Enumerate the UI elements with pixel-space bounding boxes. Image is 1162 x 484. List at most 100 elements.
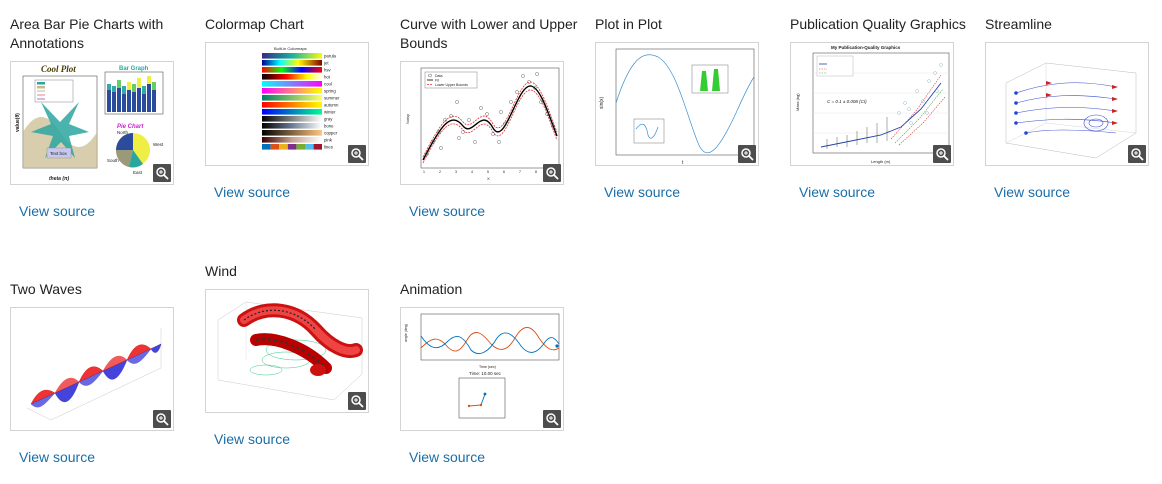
- svg-text:West: West: [153, 142, 164, 147]
- zoom-button[interactable]: [933, 145, 951, 163]
- view-source-link[interactable]: View source: [19, 203, 96, 219]
- svg-text:hsv: hsv: [324, 68, 332, 73]
- svg-text:7: 7: [519, 170, 521, 174]
- svg-text:6: 6: [503, 170, 505, 174]
- two-waves-figure: [26, 328, 162, 421]
- magnifier-icon: [1131, 148, 1144, 161]
- curve-bounds-figure: Data Fit Lower Upper Bounds Noisy 1 2 3 …: [405, 67, 560, 181]
- svg-text:cool: cool: [324, 82, 332, 87]
- svg-text:gray: gray: [324, 117, 333, 122]
- zoom-button[interactable]: [153, 164, 171, 182]
- svg-text:2: 2: [439, 170, 441, 174]
- svg-text:spring: spring: [324, 89, 336, 94]
- gallery-card-two-waves: Two Waves View source: [10, 280, 190, 465]
- svg-text:Noisy: Noisy: [405, 114, 410, 124]
- svg-text:North: North: [117, 130, 129, 135]
- svg-text:value(θ): value(θ): [15, 113, 21, 132]
- magnifier-icon: [351, 148, 364, 161]
- magnifier-icon: [156, 167, 169, 180]
- gallery-card-area-bar-pie: Area Bar Pie Charts with Annotations Coo…: [10, 15, 190, 219]
- wind-figure: [217, 301, 363, 401]
- card-title: Curve with Lower and Upper Bounds: [400, 16, 578, 51]
- view-source-link[interactable]: View source: [214, 184, 291, 200]
- card-title: Wind: [205, 263, 237, 279]
- view-source-link[interactable]: View source: [799, 184, 876, 200]
- svg-text:5: 5: [487, 170, 489, 174]
- thumbnail-area-bar-pie[interactable]: Cool Plot Text box value(θ) theta (π) Ba…: [10, 61, 174, 185]
- thumbnail-curve-bounds[interactable]: Data Fit Lower Upper Bounds Noisy 1 2 3 …: [400, 61, 564, 185]
- view-source-link[interactable]: View source: [604, 184, 681, 200]
- svg-text:1: 1: [423, 170, 425, 174]
- svg-text:parula: parula: [324, 54, 337, 59]
- card-title: Streamline: [985, 16, 1052, 32]
- svg-text:Text box: Text box: [50, 151, 68, 156]
- gallery-card-wind: Wind View source: [205, 262, 385, 447]
- svg-text:3: 3: [455, 170, 457, 174]
- svg-text:Pie Chart: Pie Chart: [117, 124, 144, 130]
- svg-text:angle (deg): angle (deg): [404, 324, 408, 342]
- view-source-link[interactable]: View source: [994, 184, 1071, 200]
- magnifier-icon: [741, 148, 754, 161]
- svg-text:autumn: autumn: [324, 103, 339, 108]
- card-title: Plot in Plot: [595, 16, 662, 32]
- thumbnail-publication-quality[interactable]: My Publication-Quality Graphics C = 0.1 …: [790, 42, 954, 166]
- svg-text:Time (sec): Time (sec): [479, 365, 496, 369]
- zoom-button[interactable]: [153, 410, 171, 428]
- svg-text:sin(x): sin(x): [599, 96, 605, 109]
- area-bar-pie-figure: Cool Plot Text box value(θ) theta (π) Ba…: [15, 64, 164, 182]
- svg-text:Lower Upper Bounds: Lower Upper Bounds: [435, 83, 468, 87]
- card-title: Animation: [400, 281, 463, 297]
- thumbnail-streamline[interactable]: [985, 42, 1149, 166]
- zoom-button[interactable]: [543, 410, 561, 428]
- card-title: Colormap Chart: [205, 16, 304, 32]
- zoom-button[interactable]: [348, 392, 366, 410]
- gallery-card-plot-in-plot: Plot in Plot sin(x) t View source: [595, 15, 775, 200]
- gallery-card-publication-quality: Publication Quality Graphics My Publicat…: [790, 15, 970, 200]
- svg-text:copper: copper: [324, 131, 338, 136]
- svg-text:summer: summer: [324, 96, 340, 101]
- zoom-button[interactable]: [1128, 145, 1146, 163]
- gallery-card-animation: Animation angle (deg) Time (sec) Time: 1…: [400, 280, 580, 465]
- gallery-card-streamline: Streamline View source: [985, 15, 1162, 200]
- svg-text:South: South: [107, 158, 119, 163]
- view-source-link[interactable]: View source: [409, 449, 486, 465]
- svg-text:t: t: [682, 160, 684, 166]
- magnifier-icon: [351, 395, 364, 408]
- gallery-card-colormap: Colormap Chart Built-in Colormaps: [205, 15, 385, 200]
- svg-text:pink: pink: [324, 138, 333, 143]
- zoom-button[interactable]: [738, 145, 756, 163]
- thumbnail-wind[interactable]: [205, 289, 369, 413]
- svg-text:8: 8: [535, 170, 537, 174]
- plot-in-plot-figure: sin(x) t: [599, 48, 755, 166]
- svg-text:X: X: [487, 176, 490, 181]
- colormap-figure: Built-in Colormaps: [262, 46, 340, 150]
- svg-text:Mass (kg): Mass (kg): [795, 93, 800, 111]
- svg-text:hot: hot: [324, 75, 331, 80]
- zoom-button[interactable]: [543, 164, 561, 182]
- thumbnail-plot-in-plot[interactable]: sin(x) t: [595, 42, 759, 166]
- svg-text:bone: bone: [324, 124, 334, 129]
- card-title: Publication Quality Graphics: [790, 16, 966, 32]
- thumbnail-colormap[interactable]: Built-in Colormaps: [205, 42, 369, 166]
- svg-text:jet: jet: [323, 61, 329, 66]
- svg-text:Data: Data: [435, 74, 442, 78]
- svg-text:4: 4: [471, 170, 473, 174]
- svg-text:Fit: Fit: [435, 79, 439, 83]
- magnifier-icon: [936, 148, 949, 161]
- card-title: Two Waves: [10, 281, 82, 297]
- magnifier-icon: [156, 413, 169, 426]
- view-source-link[interactable]: View source: [409, 203, 486, 219]
- svg-text:My Publication-Quality Graphic: My Publication-Quality Graphics: [831, 45, 901, 50]
- view-source-link[interactable]: View source: [214, 431, 291, 447]
- thumbnail-two-waves[interactable]: [10, 307, 174, 431]
- svg-text:C = 0.1 ± 0.008 (CI): C = 0.1 ± 0.008 (CI): [827, 99, 867, 104]
- thumbnail-animation[interactable]: angle (deg) Time (sec) Time: 10.00 sec: [400, 307, 564, 431]
- view-source-link[interactable]: View source: [19, 449, 96, 465]
- zoom-button[interactable]: [348, 145, 366, 163]
- svg-text:winter: winter: [324, 110, 336, 115]
- svg-text:Cool Plot: Cool Plot: [41, 64, 76, 74]
- magnifier-icon: [546, 167, 559, 180]
- animation-figure: angle (deg) Time (sec) Time: 10.00 sec: [404, 313, 560, 419]
- svg-text:Time: 10.00 sec: Time: 10.00 sec: [469, 371, 502, 376]
- publication-figure: My Publication-Quality Graphics C = 0.1 …: [795, 45, 950, 164]
